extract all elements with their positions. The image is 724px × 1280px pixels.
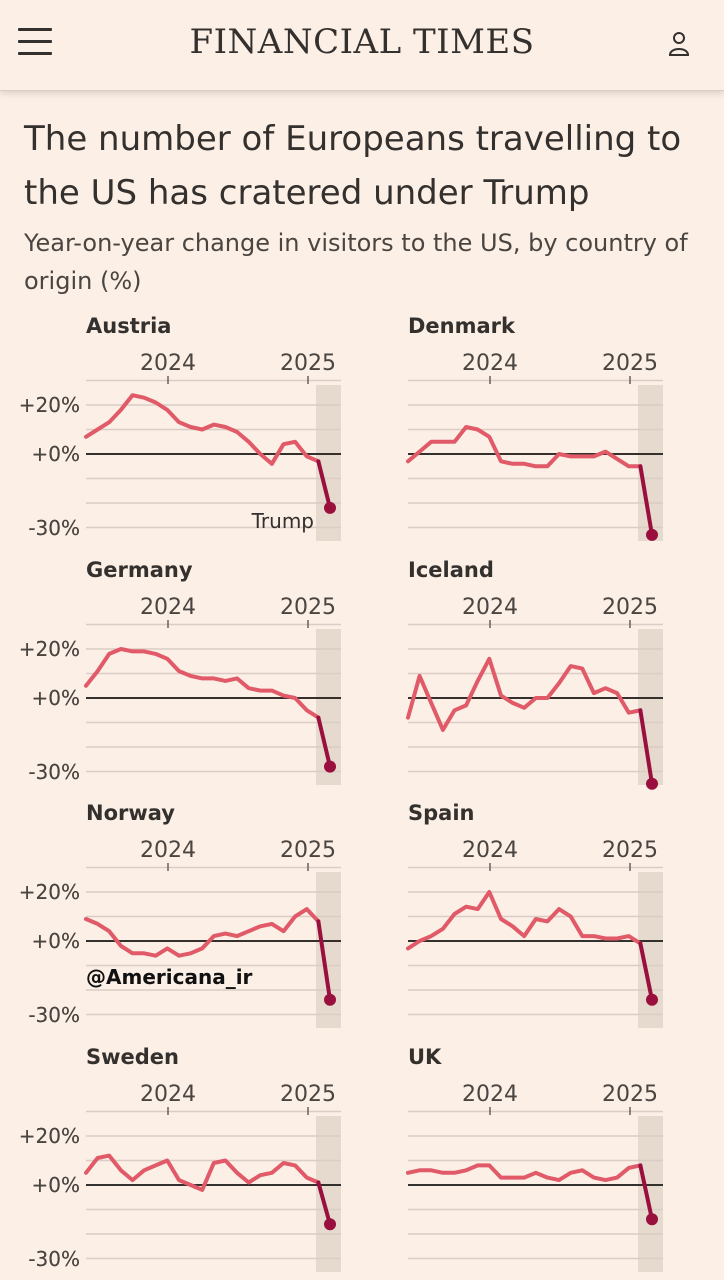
chart-title-spain: Spain — [408, 801, 474, 825]
final-drop-segment — [316, 919, 332, 1002]
final-drop-segment — [638, 1163, 654, 1222]
x-tick-label: 2024 — [462, 595, 518, 620]
y-tick-label: -30% — [28, 1247, 80, 1271]
y-tick-label: +20% — [19, 393, 80, 417]
charts-svg: Austria 2024 2025 +20% +0% -30% Trump Denmark 20… — [19, 314, 663, 1272]
x-tick-label: 2025 — [602, 351, 658, 376]
x-tick-label: 2025 — [602, 838, 658, 863]
chart-title-iceland: Iceland — [408, 558, 494, 582]
top-bar: FINANCIAL TIMES — [0, 0, 724, 91]
final-drop-segment — [316, 1180, 332, 1227]
chart-austria: Austria 2024 2025 +20% +0% -30% Trump — [19, 314, 341, 541]
final-data-point — [646, 993, 658, 1006]
watermark-text: @Americana_ir — [86, 965, 253, 989]
x-tick-label: 2024 — [140, 1082, 196, 1107]
user-icon[interactable] — [666, 30, 692, 58]
chart-title-austria: Austria — [86, 314, 171, 338]
final-data-point — [646, 528, 658, 541]
y-tick-label: +20% — [19, 1124, 80, 1148]
y-tick-label: -30% — [28, 760, 80, 784]
x-tick-label: 2024 — [140, 595, 196, 620]
x-tick-label: 2025 — [280, 838, 336, 863]
chart-denmark: Denmark 2024 2025 +20% +0% -30% — [19, 314, 663, 541]
final-data-point — [324, 1218, 336, 1231]
y-tick-label: +0% — [32, 442, 81, 466]
chart-germany: Germany 2024 2025 +20% +0% -30% — [19, 558, 341, 785]
x-tick-label: 2024 — [462, 838, 518, 863]
chart-sweden: Sweden 2024 2025 +20% +0% -30% — [19, 1045, 341, 1272]
chart-subtitle: Year-on-year change in visitors to the U… — [24, 229, 688, 295]
final-drop-segment — [316, 459, 332, 510]
final-data-point — [646, 1213, 658, 1226]
x-tick-label: 2024 — [462, 1082, 518, 1107]
series-line-norway — [84, 907, 321, 958]
final-drop-segment — [638, 941, 654, 1002]
final-data-point — [324, 760, 336, 773]
final-drop-segment — [638, 708, 654, 786]
chart-title-norway: Norway — [86, 801, 175, 825]
chart-title-denmark: Denmark — [408, 314, 516, 338]
ft-logo[interactable]: FINANCIAL TIMES — [189, 22, 535, 62]
y-tick-label: +0% — [32, 929, 81, 953]
chart-title: The number of Europeans travelling to th… — [24, 119, 682, 213]
y-tick-label: +0% — [32, 929, 81, 953]
series-line-sweden — [84, 1153, 321, 1192]
chart-title-sweden: Sweden — [86, 1045, 179, 1069]
x-tick-label: 2024 — [140, 351, 196, 376]
chart-title-uk: UK — [408, 1045, 442, 1069]
y-tick-label: +20% — [19, 1124, 80, 1148]
chart-norway: Norway 2024 2025 +20% +0% -30% — [19, 801, 341, 1028]
series-line-uk — [406, 1163, 643, 1183]
trump-period-shade — [638, 629, 663, 785]
chart-iceland: Iceland 2024 2025 +20% +0% -30% — [19, 558, 663, 790]
chart-spain: Spain 2024 2025 +20% +0% -30% — [19, 801, 663, 1028]
y-tick-label: +0% — [32, 686, 81, 710]
y-tick-label: +0% — [32, 442, 81, 466]
x-tick-label: 2024 — [462, 351, 518, 376]
series-line-germany — [84, 647, 321, 720]
y-tick-label: -30% — [28, 1003, 80, 1027]
y-tick-label: -30% — [28, 760, 80, 784]
y-tick-label: +20% — [19, 880, 80, 904]
final-data-point — [324, 501, 336, 514]
y-tick-label: -30% — [28, 516, 80, 540]
trump-annotation: Trump — [251, 509, 314, 533]
y-tick-label: +20% — [19, 637, 80, 661]
y-tick-label: +0% — [32, 1173, 81, 1197]
x-tick-label: 2025 — [280, 351, 336, 376]
x-tick-label: 2025 — [602, 595, 658, 620]
y-tick-label: +0% — [32, 686, 81, 710]
chart-uk: UK 2024 2025 +20% +0% -30% — [19, 1045, 663, 1272]
series-line-spain — [406, 890, 643, 951]
series-line-austria — [84, 393, 321, 466]
trump-period-shade — [638, 1116, 663, 1272]
chart-title-germany: Germany — [86, 558, 193, 582]
y-tick-label: +0% — [32, 1173, 81, 1197]
y-tick-label: +20% — [19, 637, 80, 661]
x-tick-label: 2024 — [140, 838, 196, 863]
series-line-denmark — [406, 425, 643, 469]
y-tick-label: +20% — [19, 393, 80, 417]
series-line-iceland — [406, 656, 643, 732]
y-tick-label: +20% — [19, 880, 80, 904]
final-data-point — [324, 993, 336, 1006]
final-drop-segment — [638, 464, 654, 537]
final-data-point — [646, 777, 658, 790]
y-tick-label: -30% — [28, 516, 80, 540]
small-multiples-grid: Austria 2024 2025 +20% +0% -30% Trump Denmark 20… — [0, 300, 724, 1280]
x-tick-label: 2025 — [602, 1082, 658, 1107]
y-tick-label: -30% — [28, 1247, 80, 1271]
x-tick-label: 2025 — [280, 595, 336, 620]
hamburger-menu-icon[interactable] — [18, 28, 52, 58]
final-drop-segment — [316, 715, 332, 769]
x-tick-label: 2025 — [280, 1082, 336, 1107]
y-tick-label: -30% — [28, 1003, 80, 1027]
